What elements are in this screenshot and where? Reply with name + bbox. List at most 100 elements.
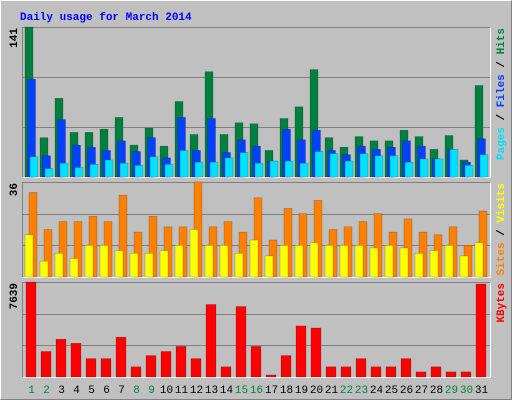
x-tick-label: 31 <box>475 385 489 397</box>
y-tick-label: 7639 <box>9 283 21 309</box>
bar <box>179 150 189 178</box>
bar <box>40 351 52 378</box>
bar <box>160 351 172 378</box>
x-tick-label: 10 <box>160 385 173 397</box>
x-tick-label: 30 <box>460 385 473 397</box>
bar <box>235 306 247 378</box>
bar <box>70 343 82 378</box>
bar <box>354 245 364 278</box>
bar <box>194 161 204 178</box>
x-tick-label: 18 <box>280 385 293 397</box>
bar <box>309 242 319 278</box>
x-tick-label: 20 <box>310 385 323 397</box>
x-tick-label: 27 <box>415 385 428 397</box>
bar <box>444 245 454 278</box>
x-tick-label: 29 <box>445 385 458 397</box>
bar <box>419 158 429 178</box>
bar <box>389 155 399 178</box>
bar <box>129 253 139 278</box>
bar <box>414 253 424 278</box>
x-tick-label: 14 <box>220 385 234 397</box>
bar <box>59 162 69 178</box>
bar <box>219 245 229 278</box>
bar <box>404 161 414 178</box>
x-tick-label: 17 <box>265 385 278 397</box>
bar <box>464 165 474 178</box>
panel-bevel-dark <box>22 27 491 178</box>
bar <box>400 358 412 378</box>
bar <box>114 250 124 278</box>
legend-entry: Files <box>496 74 508 107</box>
bar <box>339 245 349 278</box>
legend: KBytes <box>496 283 508 323</box>
bar <box>104 159 114 178</box>
bar <box>264 255 274 278</box>
bar <box>385 366 397 378</box>
bar <box>369 247 379 278</box>
chart-title: Daily usage for March 2014 <box>20 12 192 24</box>
panel-bevel-light <box>22 27 491 178</box>
x-tick-label: 1 <box>28 385 35 397</box>
bar <box>100 358 112 378</box>
bar <box>279 245 289 278</box>
x-tick-label: 21 <box>325 385 339 397</box>
x-tick-label: 12 <box>190 385 203 397</box>
bar <box>474 242 484 278</box>
bar <box>355 358 367 378</box>
y-tick-label: 36 <box>9 183 21 196</box>
bar <box>159 250 169 278</box>
bar <box>145 355 157 378</box>
bar <box>430 366 442 378</box>
panel-bevel-light <box>22 282 491 378</box>
x-tick-label: 9 <box>148 385 155 397</box>
bar <box>415 371 427 378</box>
bar <box>190 358 202 378</box>
bar <box>89 163 99 178</box>
bar <box>54 253 64 278</box>
bar <box>460 371 472 378</box>
bar <box>449 149 459 178</box>
x-tick-label: 7 <box>118 385 125 397</box>
bar <box>24 234 34 278</box>
x-tick-label: 6 <box>103 385 110 397</box>
bar <box>85 358 97 378</box>
bar <box>250 346 262 378</box>
bar <box>299 162 309 178</box>
bar <box>209 161 219 178</box>
bar <box>130 366 142 378</box>
bar <box>134 165 144 178</box>
bar <box>74 167 84 178</box>
bar <box>239 152 249 178</box>
bar <box>29 156 39 178</box>
x-tick-label: 23 <box>355 385 368 397</box>
legend-entry: Visits <box>496 183 508 223</box>
bar <box>445 371 457 378</box>
legend-entry: KBytes <box>496 283 508 323</box>
bar <box>475 283 487 378</box>
legend-entry: Hits <box>496 28 508 54</box>
bar <box>25 281 37 378</box>
bar <box>314 151 324 178</box>
x-tick-label: 3 <box>58 385 65 397</box>
x-tick-label: 22 <box>340 385 353 397</box>
x-tick-label: 2 <box>43 385 50 397</box>
panel-bevel-light <box>22 182 491 278</box>
legend: Pages / Files / Hits <box>496 28 508 160</box>
bar <box>115 336 127 378</box>
bar <box>384 245 394 278</box>
panel-bevel-dark <box>22 282 491 378</box>
bar <box>39 260 49 278</box>
bar <box>204 245 214 278</box>
y-tick-label: 141 <box>9 28 21 48</box>
bar <box>254 162 264 178</box>
bar <box>144 253 154 278</box>
x-tick-label: 8 <box>133 385 140 397</box>
bar <box>284 160 294 178</box>
bar <box>44 168 54 178</box>
bar <box>189 229 199 278</box>
bar <box>249 239 259 278</box>
bar <box>359 153 369 178</box>
bar <box>429 250 439 278</box>
panel-bevel-dark <box>22 182 491 278</box>
